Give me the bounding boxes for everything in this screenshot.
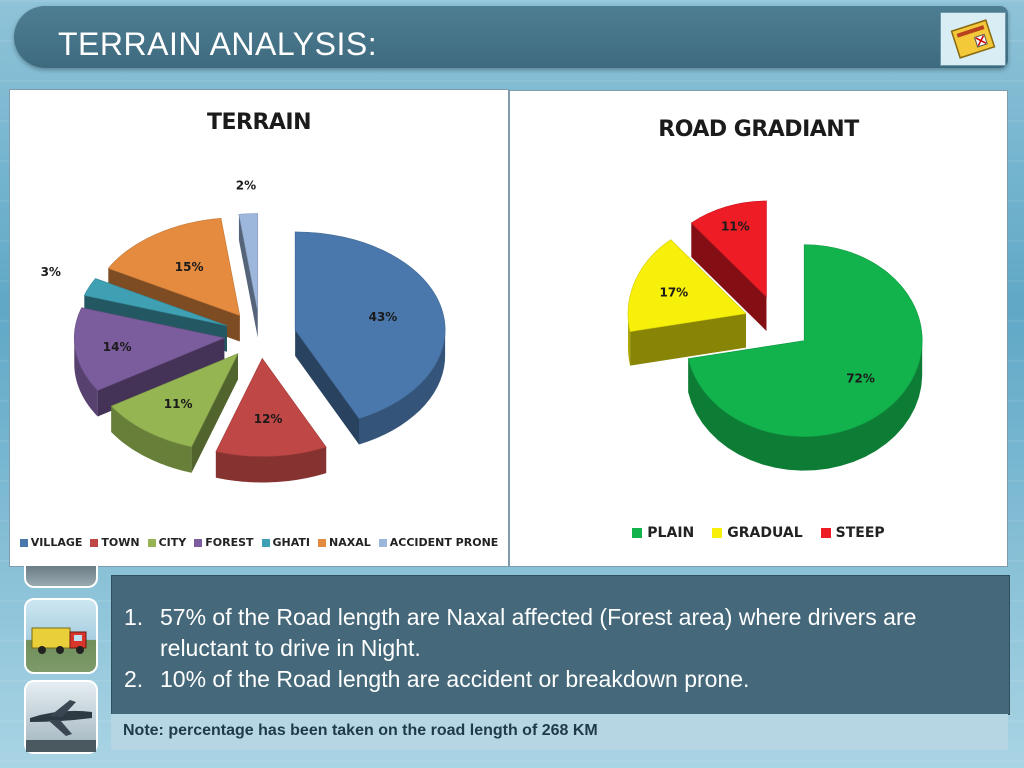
data-label: 17% — [659, 285, 688, 299]
analysis-points-box: 1. 57% of the Road length are Naxal affe… — [111, 575, 1010, 715]
pie-slice-rim — [688, 341, 923, 471]
pie-slice-steep — [690, 200, 767, 298]
legend-label: PLAIN — [647, 525, 695, 541]
data-label: 15% — [175, 260, 204, 274]
pie-slice-accident-prone — [238, 213, 259, 312]
pie-slice-rim — [358, 328, 446, 445]
legend-item-gradual: GRADUAL — [712, 525, 803, 541]
legend-label: NAXAL — [329, 536, 371, 549]
legend-label: CITY — [158, 536, 187, 549]
pie-slice-wall — [630, 313, 747, 366]
legend-label: VILLAGE — [30, 536, 83, 549]
legend-item-accident-prone: ACCIDENT PRONE — [378, 536, 499, 549]
terrain-pie-chart: 43% 12% 11% 14% 3% 15% 2% — [41, 178, 446, 483]
terrain-legend: VILLAGE TOWN CITY FOREST GHATI NAXAL ACCIDENT … — [10, 536, 508, 549]
pie-slice-wall — [691, 223, 767, 331]
legend-label: STEEP — [835, 525, 885, 541]
page-title: TERRAIN ANALYSIS: — [58, 26, 378, 62]
legend-item-naxal: NAXAL — [318, 536, 371, 549]
legend-item-town: TOWN — [90, 536, 140, 549]
legend-swatch — [712, 528, 723, 538]
pie-slice-ghati — [83, 278, 228, 326]
list-text: 10% of the Road length are accident or b… — [160, 666, 750, 692]
legend-item-steep: STEEP — [820, 525, 885, 541]
pie-slice-wall — [295, 329, 359, 445]
legend-swatch — [820, 528, 831, 538]
legend-swatch — [19, 538, 28, 547]
gradient-pie-chart: 72% 17% 11% — [627, 200, 923, 471]
pie-slice-village — [294, 231, 446, 419]
legend-swatch — [378, 538, 387, 547]
legend-swatch — [90, 538, 99, 547]
pie-slice-city — [110, 352, 239, 448]
legend-item-city: CITY — [147, 536, 187, 549]
pie-slice-plain — [687, 244, 923, 437]
legend-label: FOREST — [205, 536, 254, 549]
legend-item-ghati: GHATI — [261, 536, 311, 549]
legend-item-forest: FOREST — [194, 536, 254, 549]
list-text: 57% of the Road length are Naxal affecte… — [160, 604, 917, 661]
list-item: 1. 57% of the Road length are Naxal affe… — [124, 602, 1010, 664]
note-bar: Note: percentage has been taken on the r… — [111, 714, 1008, 750]
pie-slice-forest — [74, 307, 226, 391]
gradient-legend: PLAIN GRADUAL STEEP — [510, 525, 1007, 541]
data-label: 11% — [164, 397, 193, 411]
report-icon — [940, 12, 1006, 66]
legend-item-plain: PLAIN — [632, 525, 694, 541]
data-label: 11% — [721, 220, 750, 234]
pie-slice-rim — [74, 337, 98, 417]
terrain-chart-panel: TERRAIN 43% 12% 11% 14% 3% 15% 2% VILLAGE TOWN C… — [9, 89, 509, 567]
data-label: 14% — [103, 340, 132, 354]
legend-label: ACCIDENT PRONE — [389, 536, 499, 549]
legend-swatch — [261, 538, 270, 547]
airplane-icon — [26, 700, 96, 752]
legend-swatch — [632, 528, 643, 538]
gradient-chart-title: ROAD GRADIANT — [658, 117, 859, 142]
pie-slice-rim — [628, 313, 631, 366]
legend-label: TOWN — [101, 536, 140, 549]
legend-item-village: VILLAGE — [19, 536, 83, 549]
pie-slice-town — [215, 357, 327, 457]
legend-label: GHATI — [272, 536, 311, 549]
data-label: 43% — [369, 310, 398, 324]
data-label: 3% — [41, 265, 61, 279]
data-label: 2% — [236, 178, 256, 192]
list-number: 1. — [124, 604, 144, 630]
list-number: 2. — [124, 666, 144, 692]
airplane-thumbnail — [24, 680, 98, 754]
list-item: 2. 10% of the Road length are accident o… — [124, 664, 1010, 695]
title-bar: TERRAIN ANALYSIS: — [14, 6, 1008, 68]
data-label: 12% — [254, 412, 283, 426]
legend-swatch — [147, 538, 156, 547]
data-label: 72% — [846, 372, 875, 386]
legend-swatch — [318, 538, 327, 547]
analysis-points-list: 1. 57% of the Road length are Naxal affe… — [124, 602, 1010, 695]
truck-icon — [31, 627, 87, 654]
legend-label: GRADUAL — [727, 525, 803, 541]
note-text: Note: percentage has been taken on the r… — [123, 722, 598, 739]
road-thumbnail — [24, 566, 98, 588]
pie-slice-wall — [97, 337, 225, 417]
legend-swatch — [194, 538, 203, 547]
terrain-chart-title: TERRAIN — [206, 110, 312, 135]
pie-slice-wall — [238, 214, 258, 338]
truck-thumbnail — [24, 598, 98, 674]
pie-slice-gradual — [627, 239, 747, 332]
gradient-chart-panel: ROAD GRADIANT 72% 17% 11% PLAIN GRADUAL STEE… — [509, 90, 1008, 567]
pie-slice-naxal — [107, 217, 241, 317]
